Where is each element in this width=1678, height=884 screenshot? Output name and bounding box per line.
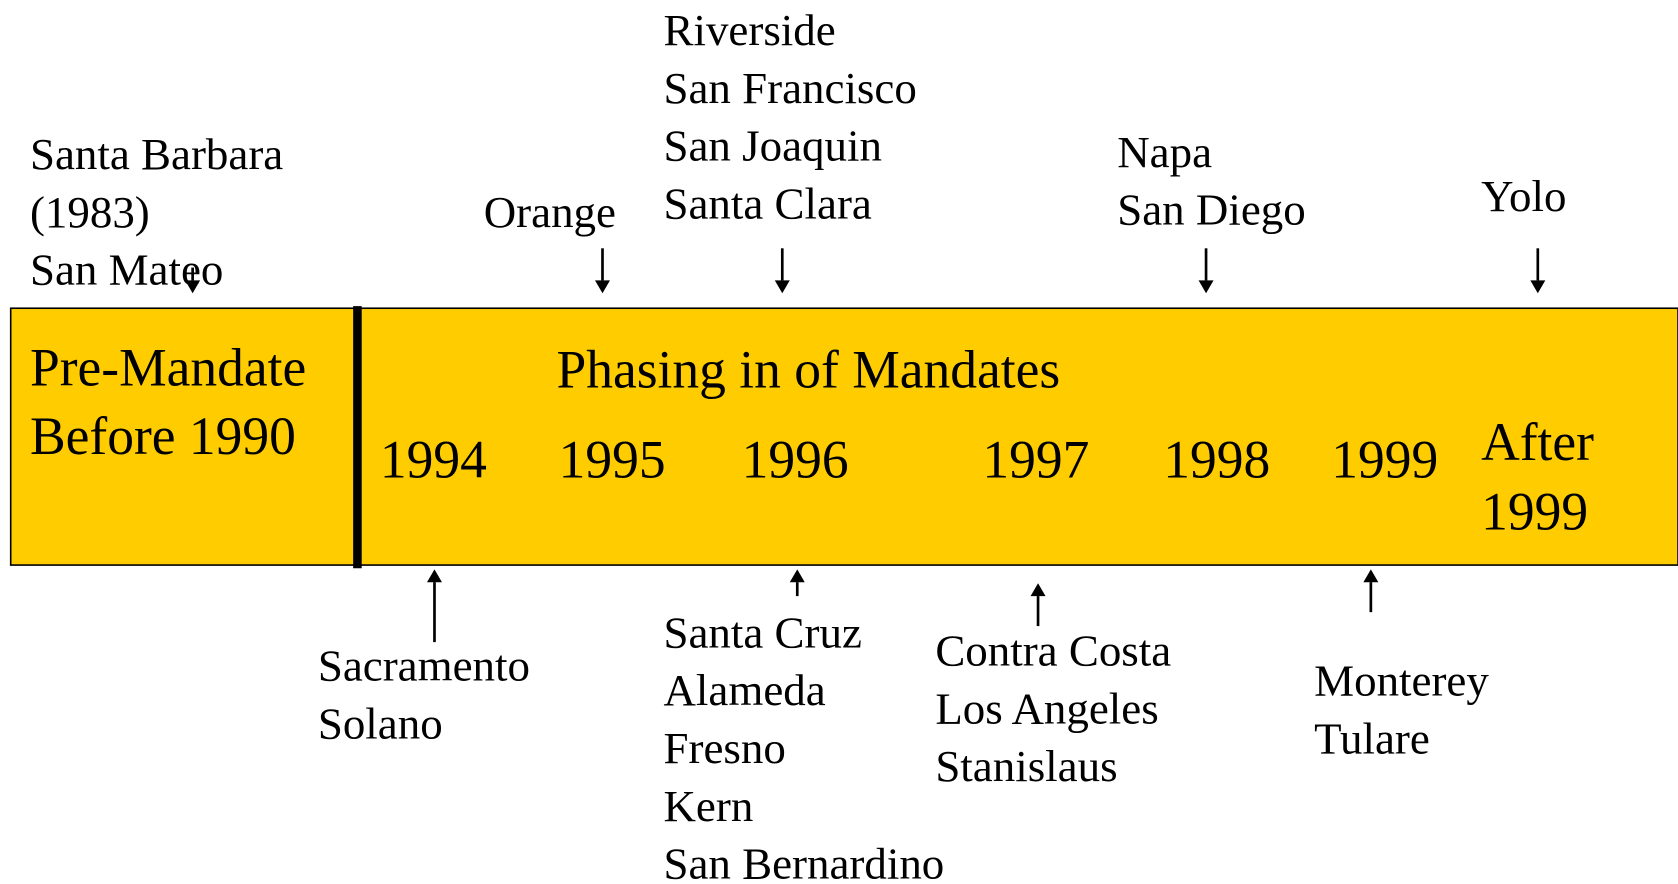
after-label: 1999 (1481, 482, 1588, 542)
county-label: Los Angeles (935, 683, 1158, 733)
pre-mandate-label: Before 1990 (30, 406, 296, 466)
down-arrows (185, 248, 1546, 294)
county-label: Contra Costa (935, 626, 1171, 676)
county-label: Sacramento (318, 641, 530, 691)
county-label: San Bernardino (663, 839, 944, 884)
county-label: San Francisco (663, 63, 916, 113)
year-label: 1995 (559, 429, 666, 489)
county-label: (1983) (30, 187, 150, 237)
county-label: Solano (318, 698, 443, 748)
county-label: Yolo (1481, 171, 1566, 221)
county-label: San Diego (1117, 185, 1305, 235)
year-label: 1996 (742, 429, 849, 489)
county-label: Stanislaus (935, 741, 1117, 791)
county-label: San Joaquin (663, 121, 881, 171)
county-label: Monterey (1314, 656, 1489, 706)
year-label: 1998 (1163, 429, 1270, 489)
county-label: Santa Clara (663, 178, 871, 228)
county-label: Riverside (663, 5, 835, 55)
year-label: 1994 (380, 429, 487, 489)
timeline-bar (9, 307, 1678, 566)
county-label: Napa (1117, 127, 1212, 177)
pre-mandate-label: Pre-Mandate (30, 337, 306, 397)
county-label: Fresno (663, 723, 785, 773)
county-label: Tulare (1314, 713, 1430, 763)
county-label: Kern (663, 781, 753, 831)
after-label: After (1481, 412, 1594, 472)
county-label: Santa Cruz (663, 607, 861, 657)
county-label: Santa Barbara (30, 129, 283, 179)
year-label: 1999 (1331, 429, 1438, 489)
county-label: Orange (484, 187, 616, 237)
county-label: San Mateo (30, 245, 223, 295)
year-label: 1997 (982, 429, 1089, 489)
up-arrows (426, 569, 1379, 643)
phase-title: Phasing in of Mandates (556, 339, 1060, 399)
county-label: Alameda (663, 665, 825, 715)
